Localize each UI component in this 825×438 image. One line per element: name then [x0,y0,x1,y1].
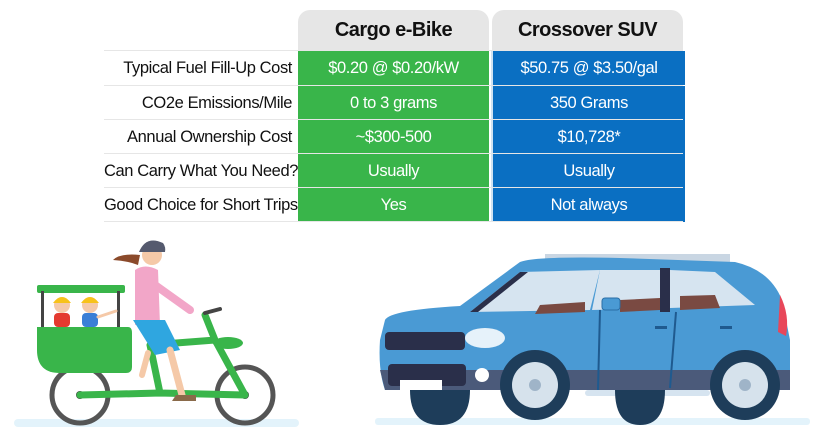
row-label: Typical Fuel Fill-Up Cost [123,59,292,77]
column-header-cargo-ebike: Cargo e-Bike [298,10,489,50]
suv-value: Not always [491,188,685,222]
crossover-suv-illustration [375,254,810,425]
row-label: Can Carry What You Need? [104,162,299,180]
suv-value: 350 Grams [491,86,685,120]
column-header-crossover-suv: Crossover SUV [492,10,683,50]
row-label: Annual Ownership Cost [127,128,292,146]
table-row: CO2e Emissions/Mile 0 to 3 grams 350 Gra… [104,85,685,120]
suv-value: Usually [491,154,685,188]
ebike-value: Usually [298,154,489,188]
ebike-value: ~$300-500 [298,120,489,154]
ebike-value: Yes [298,188,489,222]
ebike-value: 0 to 3 grams [298,86,489,120]
cargo-ebike-illustration [14,240,299,427]
table-row: Typical Fuel Fill-Up Cost $0.20 @ $0.20/… [104,50,685,85]
table-bottom-divider [104,221,683,222]
row-label: Good Choice for Short Trips? [104,196,307,214]
table-row: Can Carry What You Need? Usually Usually [104,153,685,188]
ebike-value: $0.20 @ $0.20/kW [298,51,489,85]
row-label: CO2e Emissions/Mile [141,94,293,112]
table-row: Good Choice for Short Trips? Yes Not alw… [104,187,685,222]
suv-value: $50.75 @ $3.50/gal [491,51,685,85]
table-row: Annual Ownership Cost ~$300-500 $10,728* [104,119,685,154]
suv-value: $10,728* [491,120,685,154]
